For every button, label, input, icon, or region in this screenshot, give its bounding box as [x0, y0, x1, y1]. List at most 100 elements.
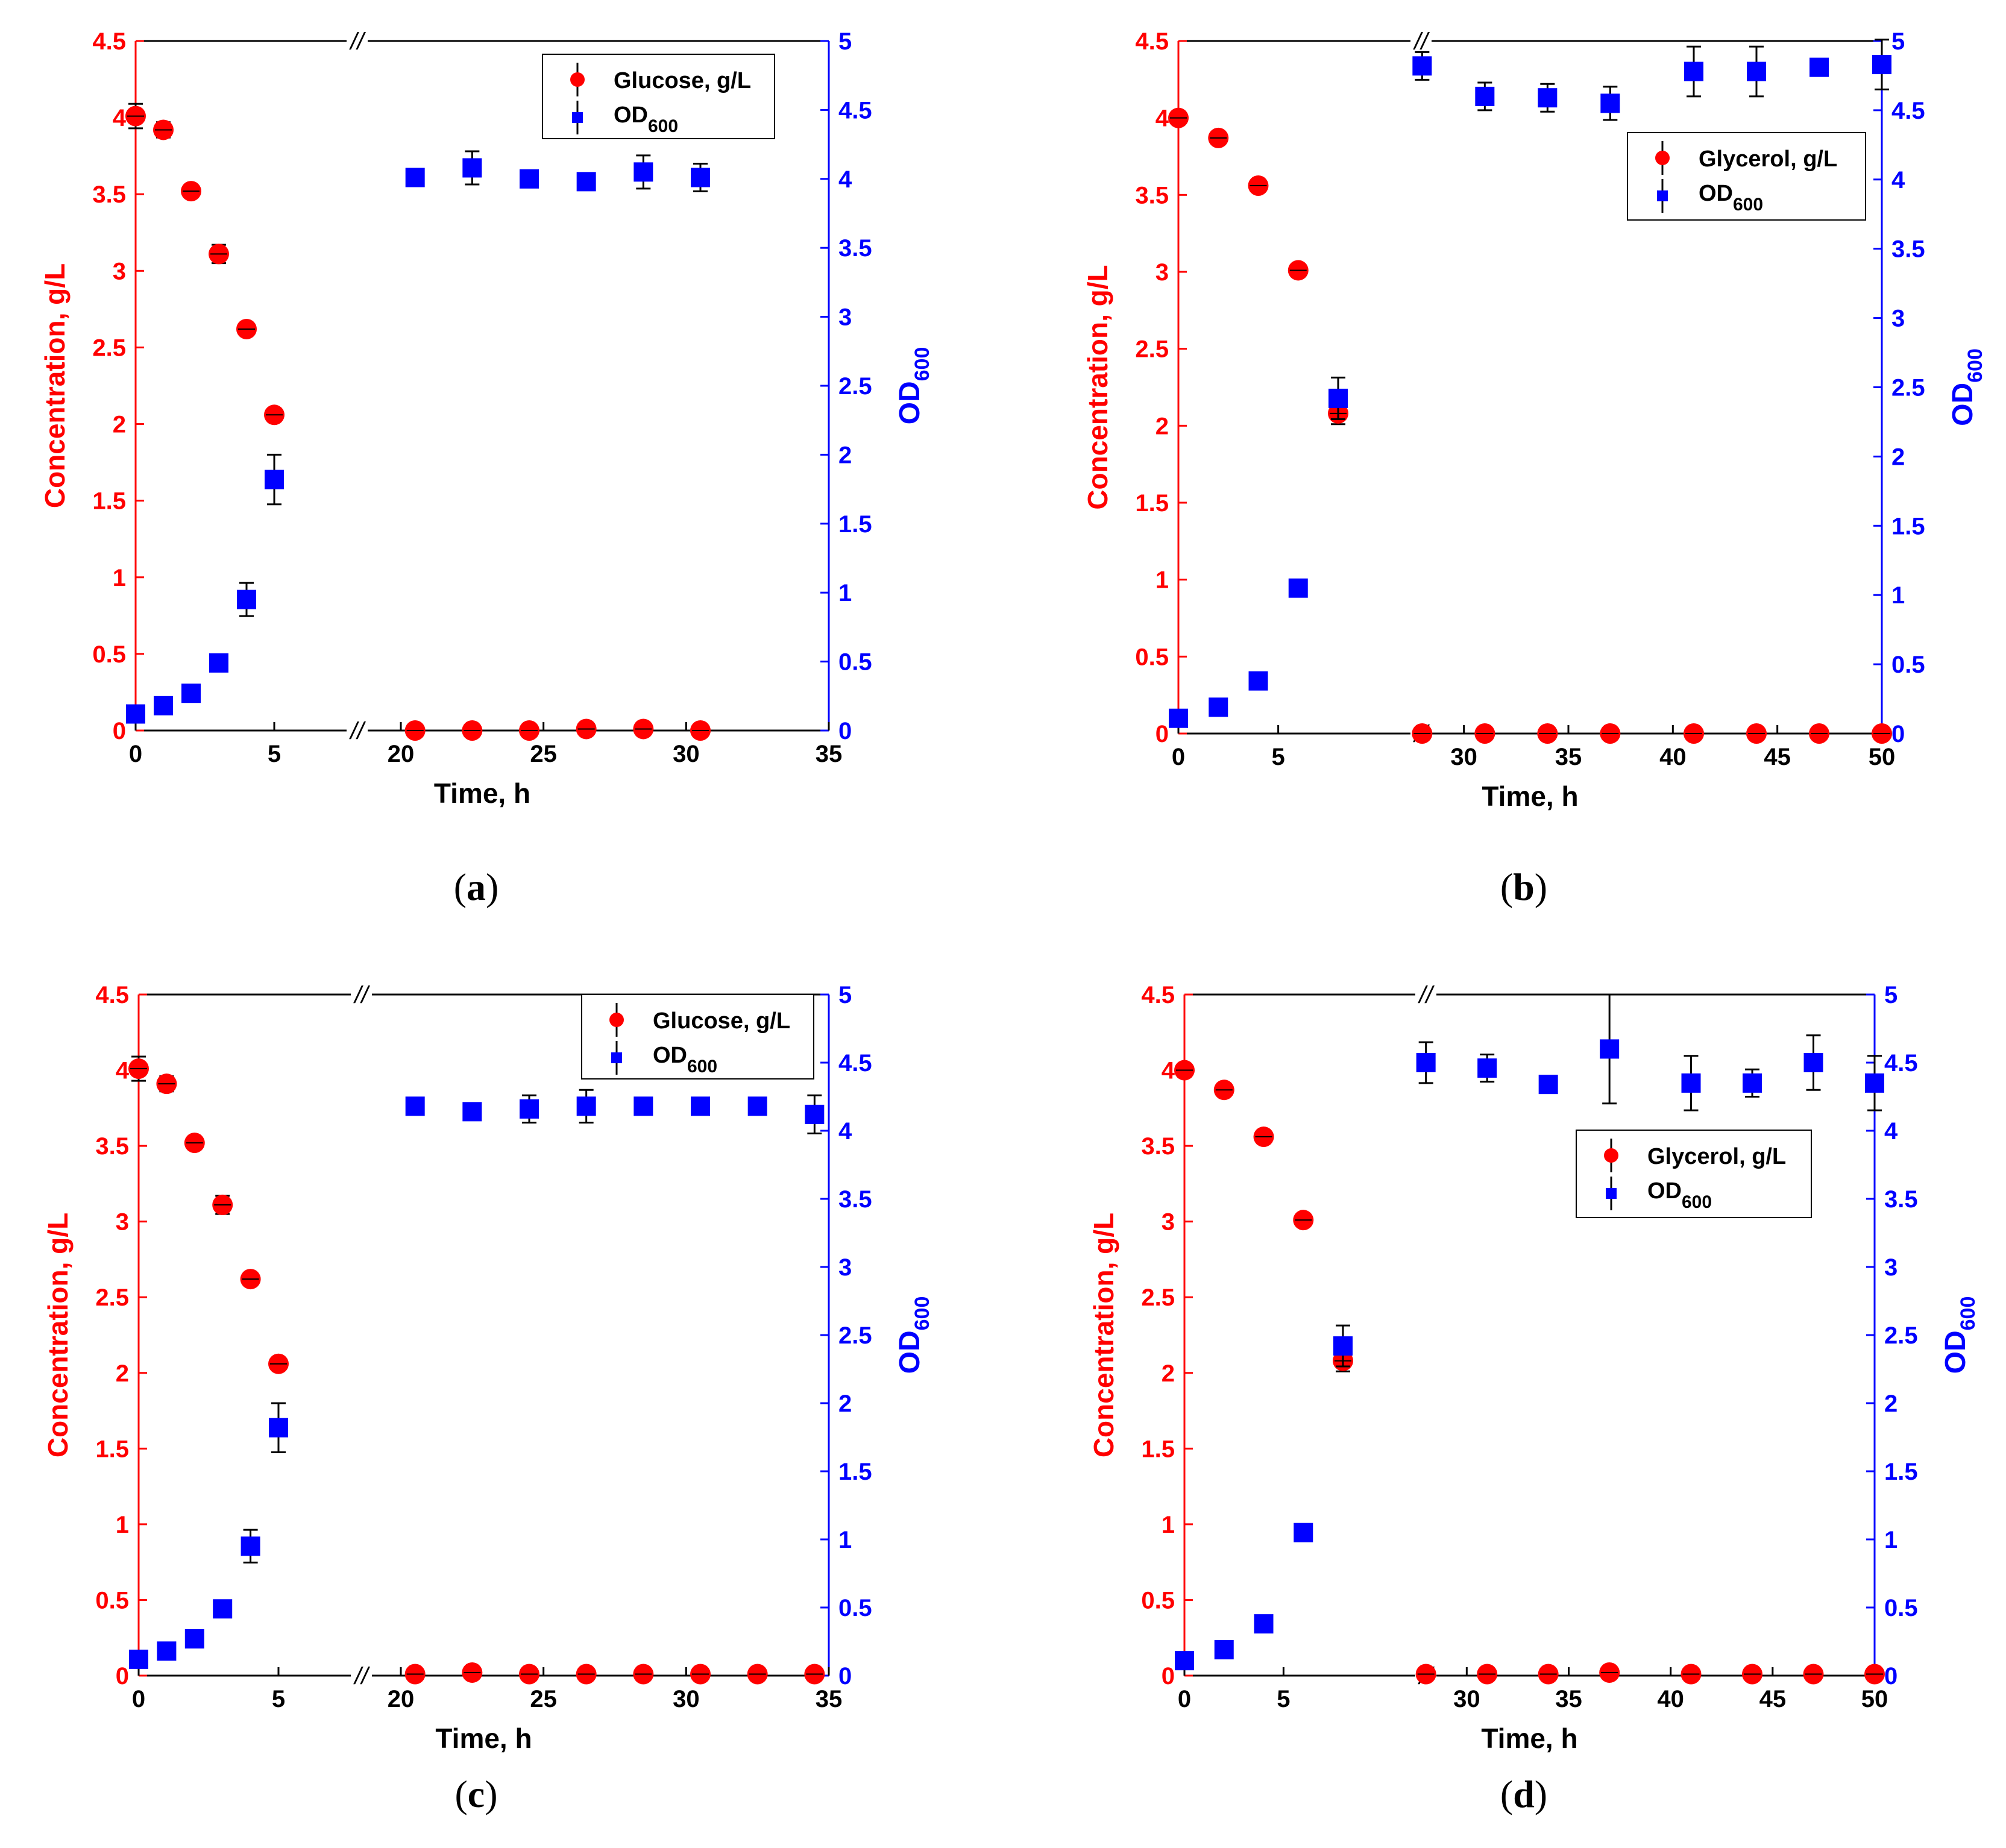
od600-point — [1248, 671, 1268, 691]
od600-point — [129, 1649, 148, 1669]
axis-break-bottom: // — [348, 718, 366, 744]
right-y-tick-label: 5 — [1891, 28, 1905, 55]
right-y-tick-label: 3.5 — [838, 235, 872, 262]
od600-point — [747, 1096, 767, 1116]
right-y-tick-label: 0 — [838, 1663, 852, 1689]
legend-od600-label-sub: 600 — [1733, 195, 1763, 215]
left-y-tick-label: 2 — [1155, 413, 1169, 439]
right-y-tick-label: 1 — [838, 1527, 852, 1553]
legend-od600-label-sub: 600 — [648, 116, 678, 136]
panel-label: (a) — [454, 866, 499, 908]
x-axis-label: Time, h — [435, 1723, 532, 1754]
od600-point — [184, 1629, 204, 1648]
panel-b: ////00.511.522.533.544.500.511.522.533.5… — [1082, 28, 1987, 908]
left-y-axis-label: Concentration, g/L — [1082, 265, 1113, 509]
right-y-tick-label: 1 — [1884, 1527, 1898, 1553]
left-y-tick-label: 3 — [113, 258, 126, 284]
x-tick-label: 0 — [1178, 1686, 1191, 1712]
right-y-axis-label: OD600 — [894, 1296, 934, 1374]
od600-point — [1288, 578, 1308, 598]
legend-od600-label: OD600 — [1699, 181, 1763, 215]
left-y-tick-label: 1 — [1155, 567, 1169, 594]
left-y-tick-label: 4 — [1155, 105, 1169, 132]
x-tick-label: 5 — [268, 741, 281, 767]
x-tick-label: 5 — [1277, 1686, 1290, 1712]
series-od600 — [129, 1089, 825, 1669]
od600-point — [237, 589, 256, 609]
legend-od600-label: OD600 — [614, 102, 678, 136]
od600-point — [1412, 56, 1432, 76]
right-y-tick-label: 2.5 — [838, 373, 872, 400]
legend-od600-marker — [572, 112, 583, 123]
od600-point — [157, 1641, 177, 1661]
od600-point — [1681, 1073, 1701, 1093]
panel-label-open: ( — [1500, 866, 1513, 908]
legend-concentration-marker — [1604, 1148, 1618, 1163]
series-concentration — [1168, 107, 1892, 744]
panel-label-letter: c — [468, 1773, 485, 1815]
left-y-tick-label: 2 — [113, 412, 126, 438]
x-axis-label: Time, h — [1482, 781, 1578, 812]
x-tick-label: 50 — [1869, 744, 1896, 770]
x-tick-label: 30 — [673, 741, 700, 767]
right-y-tick-label: 4 — [1891, 167, 1905, 193]
legend-box — [1627, 132, 1866, 221]
right-y-tick-label: 4.5 — [838, 97, 872, 124]
od600-point — [1743, 1073, 1762, 1093]
x-tick-label: 45 — [1759, 1686, 1787, 1712]
left-y-tick-label: 1 — [113, 565, 126, 591]
legend-od600-label-main: OD — [1699, 181, 1733, 206]
left-y-tick-label: 1.5 — [1141, 1436, 1175, 1462]
left-y-tick-label: 4.5 — [1135, 28, 1169, 55]
series-concentration — [125, 102, 711, 741]
x-tick-label: 45 — [1764, 744, 1791, 770]
axes-frame: //// — [137, 982, 830, 1689]
x-tick-label: 40 — [1659, 744, 1687, 770]
left-y-tick-label: 0.5 — [92, 641, 126, 668]
x-tick-label: 20 — [388, 741, 415, 767]
left-y-tick-label: 0 — [116, 1663, 129, 1689]
right-y-tick-label: 3 — [1884, 1254, 1898, 1281]
od600-point — [1328, 388, 1348, 408]
left-y-tick-label: 3 — [1162, 1209, 1175, 1236]
left-y-tick-label: 1.5 — [95, 1436, 129, 1462]
right-y-tick-label: 0 — [1884, 1663, 1898, 1689]
x-tick-label: 25 — [530, 1686, 557, 1712]
panel-label-close: ) — [485, 1773, 497, 1815]
axes-frame: //// — [134, 28, 830, 744]
od600-point — [1416, 1053, 1436, 1072]
od600-point — [520, 169, 539, 189]
right-y-tick-label: 4 — [838, 1118, 852, 1145]
panel-label-close: ) — [1535, 1773, 1547, 1815]
left-y-tick-label: 2 — [116, 1360, 129, 1387]
od600-point — [1684, 61, 1703, 81]
right-y-tick-label: 2.5 — [1884, 1322, 1918, 1349]
x-tick-label: 35 — [816, 1686, 843, 1712]
axis-break-bottom: // — [353, 1663, 370, 1689]
od600-point — [691, 1096, 710, 1116]
right-y-axis-label-main: OD — [1947, 383, 1979, 426]
axes-frame: //// — [1183, 982, 1876, 1689]
x-tick-label: 35 — [1555, 744, 1582, 770]
legend-od600-marker — [611, 1052, 622, 1063]
panel-label-close: ) — [486, 866, 498, 908]
left-y-tick-label: 2 — [1162, 1360, 1175, 1387]
left-y-tick-label: 1.5 — [1135, 490, 1169, 517]
legend-od600-label: OD600 — [653, 1043, 717, 1076]
series-od600 — [1169, 39, 1891, 728]
right-y-tick-label: 2 — [1884, 1391, 1898, 1417]
od600-point — [213, 1599, 233, 1619]
right-y-axis-label: OD600 — [1940, 1296, 1979, 1374]
x-tick-label: 50 — [1861, 1686, 1888, 1712]
legend-od600-label: OD600 — [1647, 1178, 1712, 1212]
od600-point — [154, 696, 173, 715]
left-y-tick-label: 2.5 — [92, 335, 126, 361]
right-y-tick-label: 5 — [1884, 982, 1898, 1008]
right-y-tick-label: 3.5 — [838, 1186, 872, 1213]
right-y-tick-label: 2.5 — [838, 1322, 872, 1349]
legend: Glycerol, g/L OD600 — [1627, 132, 1866, 221]
right-y-tick-label: 1.5 — [838, 1459, 872, 1485]
legend-concentration-label: Glycerol, g/L — [1647, 1144, 1786, 1169]
left-y-tick-label: 2.5 — [95, 1284, 129, 1311]
